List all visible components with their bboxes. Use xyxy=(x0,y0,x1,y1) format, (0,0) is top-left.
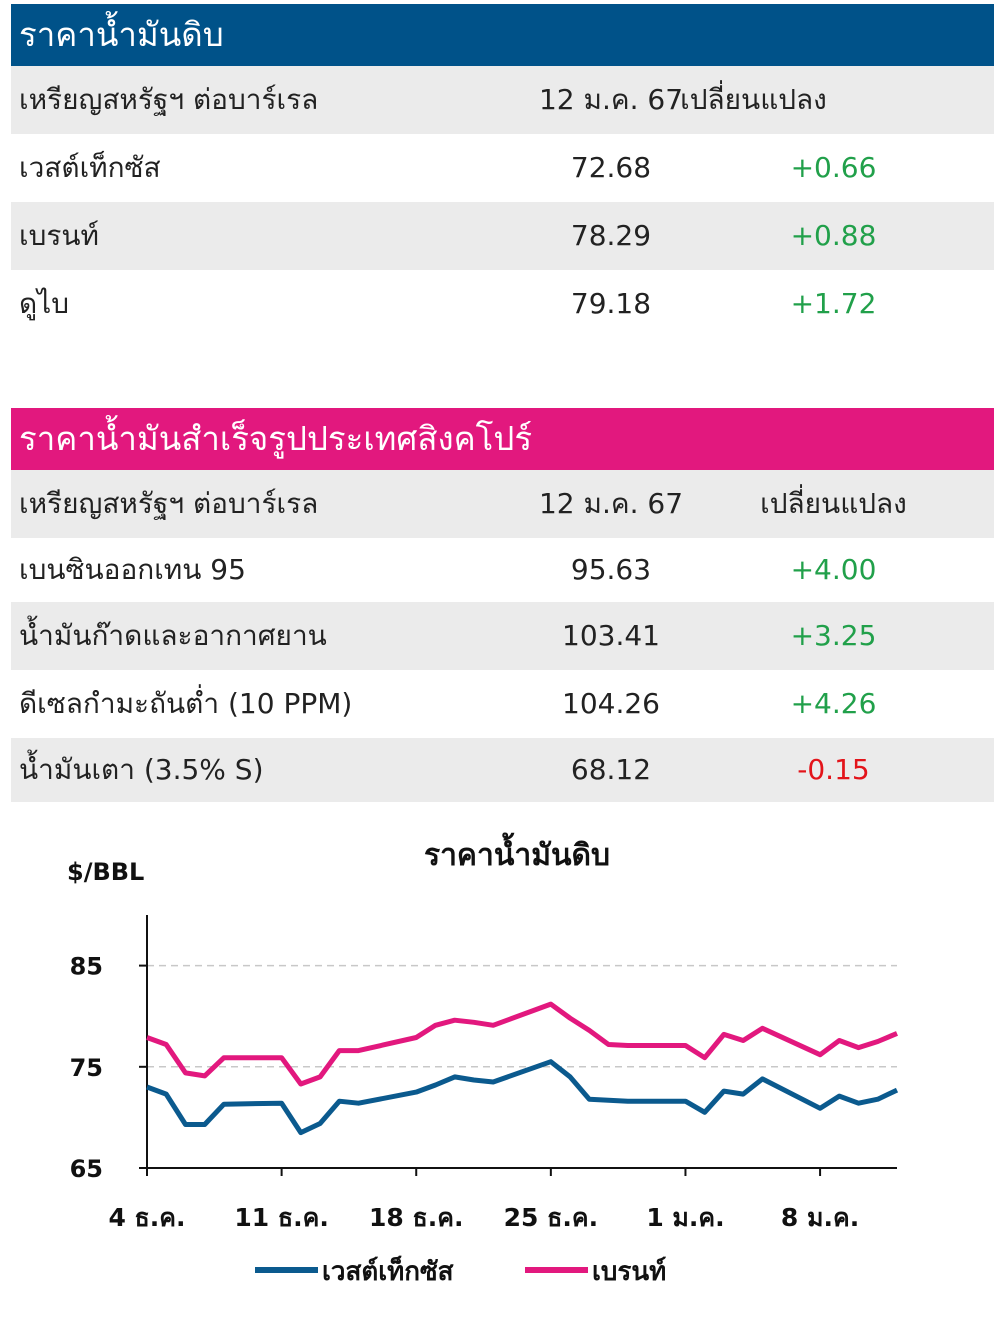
product-change: +4.26 xyxy=(790,687,877,720)
oil-price: 78.29 xyxy=(570,219,652,252)
product-price: 68.12 xyxy=(570,753,652,786)
oil-change: +0.88 xyxy=(790,219,877,252)
date-header: 12 ม.ค. 67 xyxy=(538,487,684,520)
product-name: น้ำมันก๊าดและอากาศยาน xyxy=(19,619,327,652)
y-axis-label: $/BBL xyxy=(67,858,144,886)
table-row: น้ำมันเตา (3.5% S) 68.12 -0.15 xyxy=(11,738,994,802)
y-tick-label: 75 xyxy=(70,1054,103,1082)
refined-oil-table: ราคาน้ำมันสำเร็จรูปประเทศสิงคโปร์ เหรียญ… xyxy=(11,408,994,802)
refined-oil-title: ราคาน้ำมันสำเร็จรูปประเทศสิงคโปร์ xyxy=(11,408,994,470)
refined-header-row: เหรียญสหรัฐฯ ต่อบาร์เรล 12 ม.ค. 67 เปลี่… xyxy=(11,470,994,538)
chart-title: ราคาน้ำมันดิบ xyxy=(424,832,610,873)
product-price: 103.41 xyxy=(562,619,660,652)
x-tick-label: 1 ม.ค. xyxy=(646,1203,724,1232)
crude-header-row: เหรียญสหรัฐฯ ต่อบาร์เรล 12 ม.ค. 67 เปลี่… xyxy=(11,66,994,134)
oil-price: 79.18 xyxy=(570,287,652,320)
change-header: เปลี่ยนแปลง xyxy=(680,83,827,116)
date-header: 12 ม.ค. 67 xyxy=(538,83,684,116)
product-change: +3.25 xyxy=(790,619,877,652)
oil-name: ดูไบ xyxy=(19,287,70,320)
unit-header: เหรียญสหรัฐฯ ต่อบาร์เรล xyxy=(19,83,319,116)
unit-header: เหรียญสหรัฐฯ ต่อบาร์เรล xyxy=(19,487,319,520)
table-row: เวสต์เท็กซัส 72.68 +0.66 xyxy=(11,134,994,202)
oil-change: +0.66 xyxy=(790,151,877,184)
y-tick-label: 65 xyxy=(70,1155,103,1183)
tick-labels: 65 75 85 4 ธ.ค. 11 ธ.ค. 18 ธ.ค. 25 ธ.ค. 1 ม.ค. 8… xyxy=(70,953,860,1232)
axes xyxy=(139,915,897,1176)
product-name: เบนซินออกเทน 95 xyxy=(19,553,246,586)
y-tick-label: 85 xyxy=(70,953,103,981)
oil-price: 72.68 xyxy=(570,151,652,184)
product-name: ดีเซลกำมะถันต่ำ (10 PPM) xyxy=(19,687,353,720)
table-row: ดูไบ 79.18 +1.72 xyxy=(11,270,994,338)
table-row: ดีเซลกำมะถันต่ำ (10 PPM) 104.26 +4.26 xyxy=(11,670,994,738)
oil-name: เวสต์เท็กซัส xyxy=(19,151,161,184)
table-row: เบรนท์ 78.29 +0.88 xyxy=(11,202,994,270)
crude-oil-title: ราคาน้ำมันดิบ xyxy=(11,4,994,66)
product-change: -0.15 xyxy=(797,753,870,786)
legend-wti-label: เวสต์เท็กซัส xyxy=(322,1255,454,1287)
x-tick-label: 18 ธ.ค. xyxy=(369,1203,463,1232)
oil-name: เบรนท์ xyxy=(19,219,99,252)
oil-change: +1.72 xyxy=(790,287,877,320)
grid-lines xyxy=(147,964,897,1068)
product-change: +4.00 xyxy=(790,553,877,586)
product-name: น้ำมันเตา (3.5% S) xyxy=(19,753,264,786)
series-lines xyxy=(146,1001,899,1136)
table-row: น้ำมันก๊าดและอากาศยาน 103.41 +3.25 xyxy=(11,602,994,670)
crude-oil-table: ราคาน้ำมันดิบ เหรียญสหรัฐฯ ต่อบาร์เรล 12… xyxy=(11,4,994,338)
x-tick-label: 25 ธ.ค. xyxy=(504,1203,598,1232)
product-price: 104.26 xyxy=(562,687,660,720)
table-row: เบนซินออกเทน 95 95.63 +4.00 xyxy=(11,538,994,602)
x-tick-label: 8 ม.ค. xyxy=(781,1203,859,1232)
series-line-brent xyxy=(146,1001,898,1087)
x-tick-label: 4 ธ.ค. xyxy=(108,1203,185,1232)
series-line-wti xyxy=(146,1059,899,1136)
legend: เวสต์เท็กซัส เบรนท์ xyxy=(255,1255,666,1287)
x-tick-label: 11 ธ.ค. xyxy=(234,1203,328,1232)
change-header: เปลี่ยนแปลง xyxy=(760,487,907,520)
legend-brent-label: เบรนท์ xyxy=(592,1256,666,1287)
product-price: 95.63 xyxy=(570,553,652,586)
crude-oil-price-chart: ราคาน้ำมันดิบ $/BBL 65 75 85 4 ธ.ค. 11 ธ.ค. 1… xyxy=(67,832,899,1287)
